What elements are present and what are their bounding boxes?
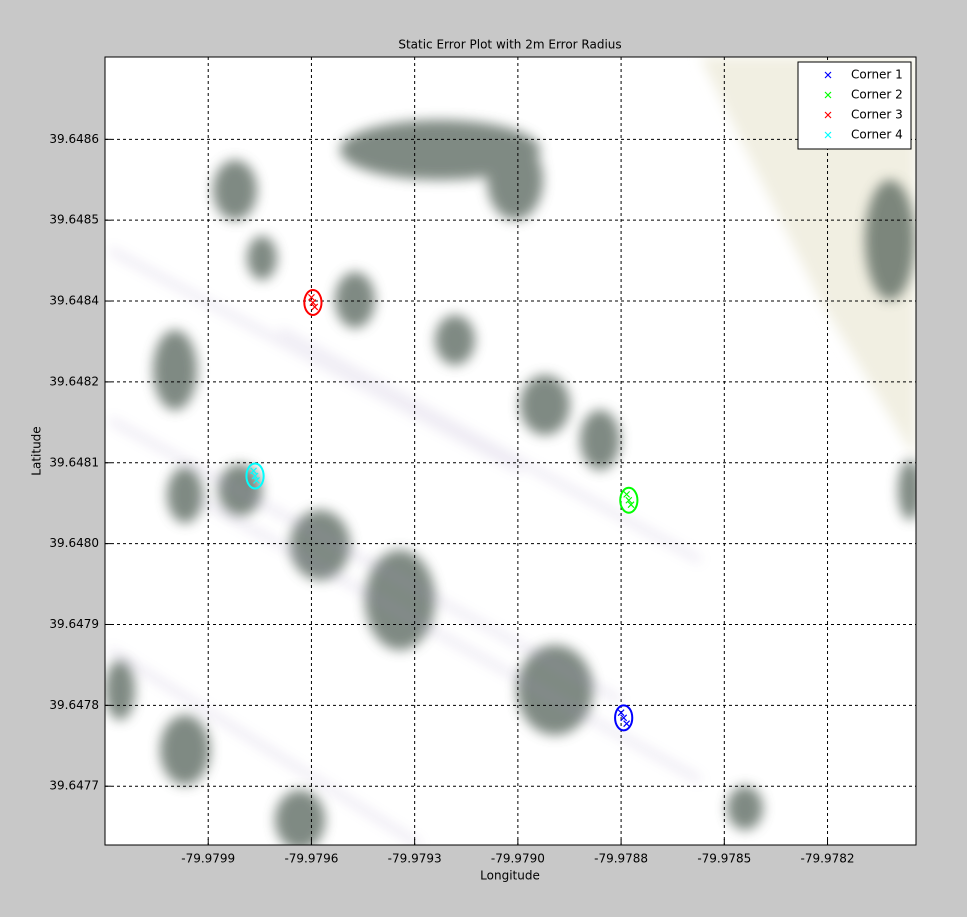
legend: Corner 1 Corner 2 Corner 3 Corner 4 [798,62,911,149]
legend-label: Corner 4 [851,128,903,142]
x-tick-label: -79.9788 [594,852,648,866]
y-tick-label: 39.6485 [49,213,99,227]
y-tick-label: 39.6484 [49,294,99,308]
x-tick-label: -79.9790 [491,852,545,866]
y-tick-label: 39.6482 [49,374,99,388]
legend-label: Corner 2 [851,88,903,102]
x-tick-label: -79.9799 [181,852,235,866]
aerial-image [105,57,922,850]
x-tick-label: -79.9796 [284,852,338,866]
y-tick-label: 39.6478 [49,698,99,712]
page: Static Error Plot with 2m Error Radius L… [0,0,967,917]
y-tick-label: 39.6479 [49,617,99,631]
y-tick-label: 39.6480 [49,536,99,550]
legend-label: Corner 3 [851,108,903,122]
y-tick-label: 39.6486 [49,132,99,146]
x-axis-label: Longitude [480,869,540,883]
y-tick-label: 39.6477 [49,779,99,793]
figure: Static Error Plot with 2m Error Radius L… [0,0,967,917]
x-tick-label: -79.9785 [697,852,751,866]
legend-label: Corner 1 [851,68,903,82]
chart-title: Static Error Plot with 2m Error Radius [398,38,621,52]
x-tick-label: -79.9793 [388,852,442,866]
y-axis-label: Latitude [30,426,44,475]
y-tick-label: 39.6481 [49,455,99,469]
x-tick-label: -79.9782 [801,852,855,866]
